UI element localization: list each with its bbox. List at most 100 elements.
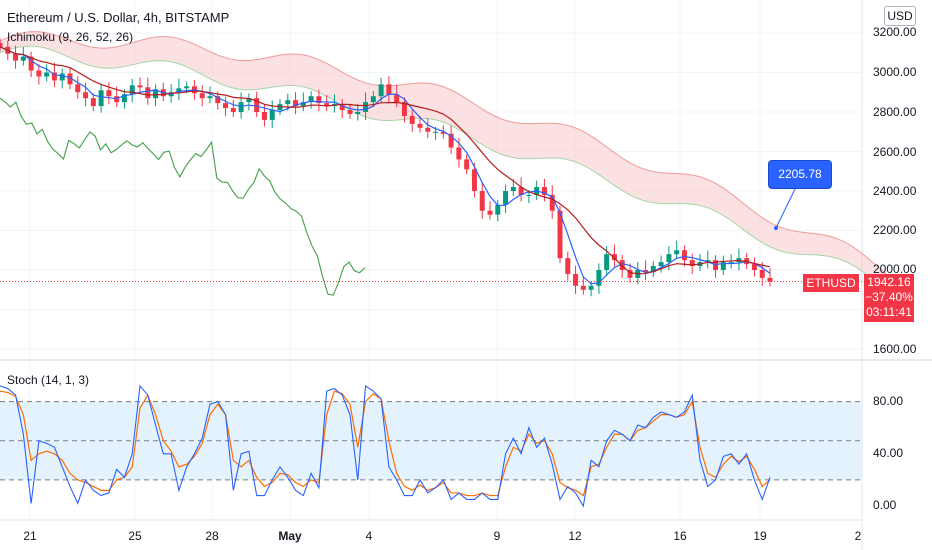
bar-countdown: 03:11:41 [866,305,912,319]
price-tick: 2000.00 [873,262,917,276]
candle-body [658,262,664,267]
candle-body [479,191,485,211]
time-tick: 21 [23,529,37,543]
candle-body [121,94,127,103]
currency-button[interactable]: USD [884,6,916,26]
candle-body [674,250,680,255]
candle-body [510,187,516,191]
candle-body [207,96,213,99]
candle-body [98,90,104,107]
candle-body [425,127,431,132]
candles [0,37,773,297]
candle-body [433,131,439,133]
leading-span-b [0,31,895,281]
candle-body [394,94,400,103]
candle-body [28,56,34,71]
time-tick: 2 [854,529,862,543]
candle-body [604,254,610,270]
candle-body [596,270,602,286]
candle-body [269,110,275,120]
candle-body [681,250,687,261]
price-tick: 3200.00 [873,25,917,39]
candle-body [643,270,649,272]
candle-body [129,85,135,95]
candle-body [627,270,633,278]
leading-span-a [0,45,895,296]
candle-body [246,98,252,103]
candle-body [347,110,353,114]
candle-body [355,112,361,114]
candle-body [106,90,112,97]
candle-body [557,210,563,259]
candle-body [339,104,345,111]
candle-body [728,262,734,264]
candle-body [316,96,322,104]
price-tick: 2600.00 [873,145,917,159]
stoch-tick: 0.00 [873,498,897,512]
price-tick: 1600.00 [873,342,917,356]
overbought-oversold-band [0,401,862,480]
symbol-tag: ETHUSD [803,274,859,292]
candle-body [145,87,151,99]
lagging-span [0,97,366,296]
candle-body [689,260,695,267]
candle-body [370,96,376,103]
candle-body [153,89,159,99]
time-tick: 4 [365,529,373,543]
price-tick: 2200.00 [873,223,917,237]
cloud-area [0,31,895,296]
stoch-lines [0,384,771,508]
chart-misc [0,186,862,282]
candle-body [293,100,299,107]
candle-body [417,123,423,128]
candle-body [261,112,267,120]
candle-body [67,73,73,85]
candle-body [650,266,656,272]
candle-body [440,131,446,134]
candle-body [588,285,594,290]
candle-body [238,102,244,112]
time-tick: May [278,529,302,543]
candle-body [184,86,190,89]
price-annotation[interactable]: 2205.78 [768,160,832,189]
stoch-tick: 80.00 [873,394,904,408]
candle-body [254,98,260,112]
time-tick: 9 [493,529,501,543]
candle-body [448,133,454,148]
stoch-tick: 40.00 [873,446,904,460]
candle-body [44,72,50,77]
candle-body [36,70,42,77]
candle-body [767,277,773,282]
candle-body [705,260,711,263]
candle-body [378,84,384,97]
candle-body [565,258,571,274]
stoch-d-line [0,390,771,497]
candle-body [541,187,547,195]
candle-body [751,264,757,270]
candle-body [549,194,555,211]
candle-body [363,102,369,112]
candle-body [720,262,726,270]
candle-body [573,273,579,286]
candle-body [59,73,65,81]
candle-body [503,191,509,205]
candle-body [215,96,221,104]
price-tick: 2800.00 [873,105,917,119]
price-tick: 2400.00 [873,184,917,198]
candle-body [0,42,3,47]
last-price: 1942.16 [867,275,911,289]
candle-body [176,88,182,93]
price-change: −37.40% [865,290,913,304]
candle-body [464,159,470,170]
annotation-pointer [775,186,797,229]
stoch-label[interactable]: Stoch (14, 1, 3) [7,373,90,387]
annotation-anchor [774,226,778,230]
ichimoku-label[interactable]: Ichimoku (9, 26, 52, 26) [7,30,134,44]
candle-body [526,194,532,196]
candle-body [409,115,415,124]
candle-body [230,108,236,112]
base-line [0,46,771,275]
time-tick: 25 [128,529,142,543]
chart-title: Ethereum / U.S. Dollar, 4h, BITSTAMP [7,10,230,25]
